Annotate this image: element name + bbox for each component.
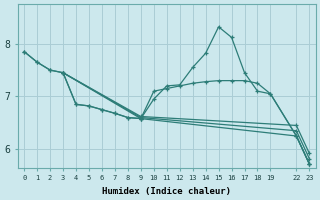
X-axis label: Humidex (Indice chaleur): Humidex (Indice chaleur): [102, 187, 231, 196]
